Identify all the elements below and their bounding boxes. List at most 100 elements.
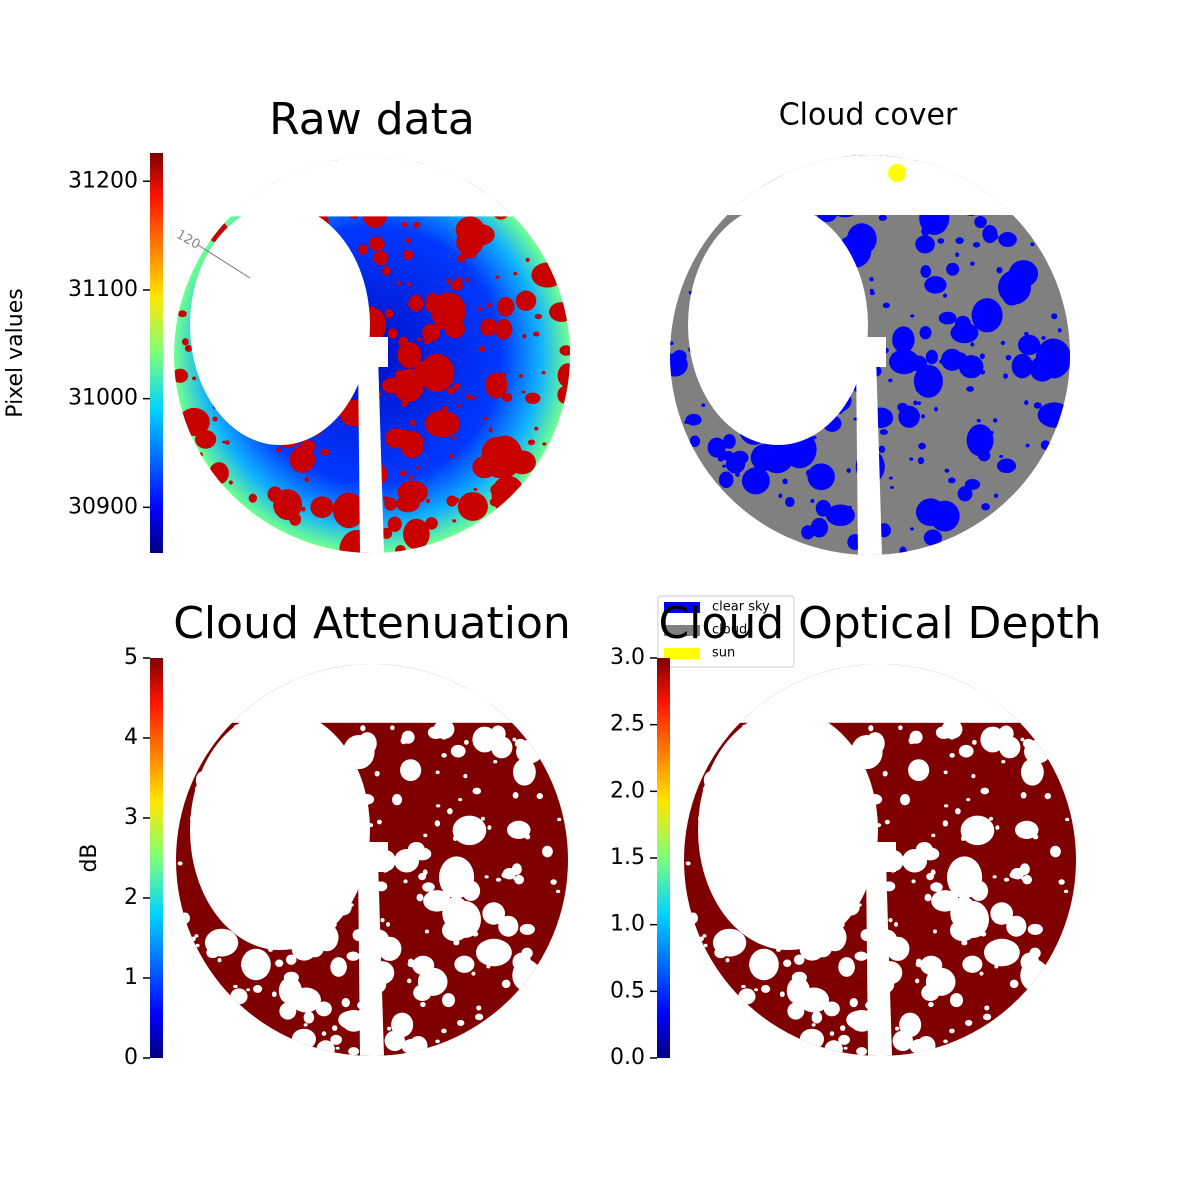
legend-label: clear sky	[712, 600, 770, 615]
blob	[1040, 440, 1051, 450]
blob	[457, 1019, 465, 1027]
blob	[405, 237, 411, 244]
blob	[807, 463, 835, 491]
blob	[717, 455, 725, 462]
blob	[525, 257, 530, 262]
blob	[916, 958, 922, 964]
blob	[495, 318, 513, 340]
blob	[1026, 983, 1031, 989]
blob	[1002, 286, 1021, 306]
blob	[392, 368, 425, 403]
blob	[783, 959, 792, 967]
blob	[879, 429, 888, 435]
panel-title: Cloud Attenuation	[173, 598, 571, 649]
legend-swatch	[664, 602, 700, 613]
blob	[971, 298, 1003, 333]
blob	[461, 880, 481, 901]
blob	[441, 993, 456, 1008]
blob	[425, 517, 438, 530]
blob	[420, 1001, 426, 1008]
blob	[782, 478, 788, 485]
blob	[847, 505, 852, 510]
blob	[1011, 353, 1033, 379]
blob	[915, 235, 935, 254]
blob	[965, 1019, 973, 1027]
blob	[524, 392, 541, 404]
blob	[386, 922, 391, 927]
blob	[310, 496, 334, 518]
blob	[778, 493, 783, 499]
blob	[921, 414, 926, 419]
blob	[909, 527, 915, 531]
blob	[442, 896, 470, 930]
blob	[512, 737, 517, 742]
blob	[1058, 879, 1065, 885]
blob	[981, 503, 990, 511]
blob	[507, 464, 513, 470]
blob	[493, 759, 498, 764]
blob	[898, 405, 920, 428]
blob	[283, 971, 299, 983]
blob	[536, 793, 544, 800]
blob	[979, 311, 986, 318]
blob	[450, 280, 463, 291]
blob	[519, 923, 535, 935]
blob	[184, 344, 193, 352]
blob	[899, 794, 911, 806]
blob	[401, 1039, 422, 1055]
blob	[335, 1046, 340, 1050]
blob	[961, 940, 968, 946]
blob	[1001, 759, 1006, 764]
blob	[191, 936, 196, 942]
blob	[482, 902, 506, 925]
blob	[1041, 336, 1046, 340]
blob	[444, 319, 466, 339]
blob	[838, 957, 855, 977]
blob	[869, 277, 874, 282]
blob	[843, 1046, 848, 1050]
blob	[882, 770, 888, 777]
blob	[390, 725, 395, 731]
panel-title: Raw data	[269, 94, 475, 145]
blob	[533, 331, 540, 337]
blob	[798, 987, 829, 1013]
blob	[198, 452, 203, 457]
blob	[995, 825, 1000, 830]
blob	[531, 262, 564, 288]
blob	[761, 984, 771, 993]
blob	[230, 988, 248, 1005]
blob	[471, 971, 476, 976]
blob	[993, 234, 999, 240]
blob	[999, 454, 1004, 458]
blob	[419, 353, 455, 393]
colorbar-tick-label: 2	[124, 885, 138, 910]
blob	[380, 917, 385, 923]
colorbar-tick-label: 4	[124, 725, 138, 750]
blob	[940, 348, 964, 371]
mask-bite	[688, 205, 868, 445]
blob	[408, 958, 414, 964]
colorbar-tick-label: 2.5	[610, 712, 645, 737]
blob	[273, 489, 303, 521]
blob	[402, 250, 414, 261]
blob	[495, 275, 500, 279]
blob	[486, 964, 491, 969]
blob	[689, 435, 701, 448]
blob	[911, 879, 916, 884]
blob	[707, 437, 726, 458]
blob	[478, 346, 486, 352]
blob	[374, 770, 380, 777]
blob	[958, 355, 984, 379]
blob	[825, 504, 855, 527]
blob	[823, 1001, 840, 1017]
blob	[990, 902, 1014, 925]
blob	[514, 738, 527, 749]
blob	[944, 468, 950, 473]
blob	[687, 912, 699, 924]
blob	[527, 439, 536, 446]
blob	[417, 967, 448, 996]
blob	[1009, 979, 1019, 989]
blob	[793, 954, 805, 965]
blob	[925, 967, 956, 996]
blob	[397, 341, 422, 369]
